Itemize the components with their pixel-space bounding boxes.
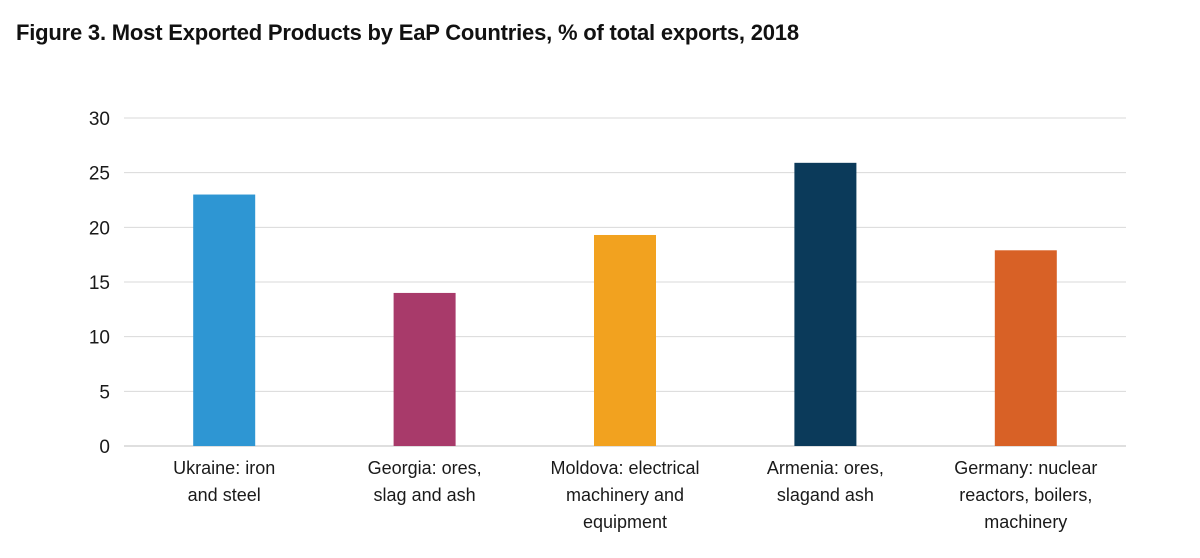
y-axis-ticks: 0 5 10 15 20 25 30: [89, 109, 110, 458]
bar: [994, 250, 1057, 446]
x-axis-labels: Ukraine: iron and steel Georgia: ores, slag…: [173, 458, 1097, 532]
y-tick-label: 10: [89, 328, 110, 349]
category-label: Ukraine: iron and steel: [173, 458, 275, 505]
chart-title: Figure 3. Most Exported Products by EaP …: [16, 20, 799, 45]
bar: [193, 194, 256, 446]
category-label: Armenia: ores, slagand ash: [767, 458, 884, 505]
y-tick-label: 20: [89, 218, 110, 239]
y-tick-label: 0: [99, 437, 110, 458]
bar: [393, 292, 456, 446]
category-label: Moldova: electrical machinery and equipmen…: [550, 458, 699, 532]
bars: [193, 162, 1057, 446]
y-tick-label: 15: [89, 273, 110, 294]
y-tick-label: 25: [89, 164, 110, 185]
bar: [794, 162, 857, 446]
category-label: Germany: nuclear reactors, boilers, machin…: [954, 458, 1097, 532]
y-tick-label: 5: [99, 382, 110, 403]
y-tick-label: 30: [89, 109, 110, 130]
bar: [594, 234, 656, 446]
category-label: Georgia: ores, slag and ash: [368, 458, 482, 505]
